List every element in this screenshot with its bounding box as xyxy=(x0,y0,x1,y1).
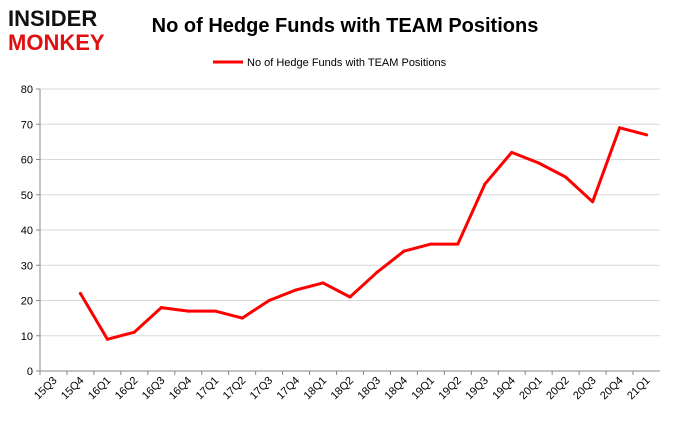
data-point xyxy=(483,182,487,186)
data-point xyxy=(321,281,325,285)
grid xyxy=(40,88,660,372)
series-line xyxy=(78,126,648,341)
data-point xyxy=(618,126,622,130)
x-tick-label: 16Q4 xyxy=(167,375,195,403)
x-tick-label: 19Q1 xyxy=(409,375,437,403)
insider-monkey-logo: INSIDER MONKEY xyxy=(8,6,105,55)
data-point xyxy=(213,309,217,313)
x-tick-label: 20Q1 xyxy=(517,375,545,403)
data-point xyxy=(267,299,271,302)
x-tick-label: 18Q4 xyxy=(383,375,411,403)
y-tick-label: 20 xyxy=(21,296,33,308)
axes xyxy=(36,88,660,375)
data-point xyxy=(375,270,379,274)
data-point xyxy=(537,161,541,165)
y-tick-label: 60 xyxy=(21,155,33,167)
data-point xyxy=(159,306,163,310)
x-tick-label: 17Q1 xyxy=(194,375,222,403)
y-tick-label: 10 xyxy=(21,331,33,343)
x-tick-label: 15Q3 xyxy=(32,375,60,403)
data-point xyxy=(429,242,433,246)
data-point xyxy=(348,295,352,299)
legend: No of Hedge Funds with TEAM Positions xyxy=(213,57,447,69)
x-tick-labels: 15Q3 15Q4 16Q1 16Q2 16Q3 16Q4 17Q1 17Q2 17Q3 17Q4… xyxy=(32,375,653,403)
x-tick-label: 16Q3 xyxy=(140,375,168,403)
logo-line-2: MONKEY xyxy=(8,30,105,55)
data-point xyxy=(402,249,406,253)
x-tick-label: 16Q2 xyxy=(113,375,141,403)
x-tick-label: 20Q3 xyxy=(571,375,599,403)
data-point xyxy=(105,337,109,341)
logo-line-1: INSIDER xyxy=(8,6,97,31)
x-tick-label: 16Q1 xyxy=(86,375,114,403)
data-point xyxy=(240,316,244,320)
chart-title: No of Hedge Funds with TEAM Positions xyxy=(152,15,539,37)
x-tick-label: 18Q1 xyxy=(302,375,330,403)
x-tick-label: 19Q4 xyxy=(490,375,518,403)
x-tick-label: 20Q2 xyxy=(544,375,572,403)
data-point xyxy=(456,242,460,246)
y-tick-label: 40 xyxy=(21,225,33,237)
x-tick-label: 19Q3 xyxy=(463,375,491,403)
x-tick-label: 18Q3 xyxy=(356,375,384,403)
x-tick-label: 17Q3 xyxy=(248,375,276,403)
y-tick-label: 0 xyxy=(27,366,33,378)
data-point xyxy=(510,150,514,154)
x-tick-label: 15Q4 xyxy=(59,375,87,403)
x-tick-label: 20Q4 xyxy=(598,375,626,403)
x-tick-label: 18Q2 xyxy=(329,375,357,403)
y-tick-label: 50 xyxy=(21,190,33,202)
data-point xyxy=(591,200,595,204)
x-tick-label: 17Q4 xyxy=(275,375,303,403)
data-point xyxy=(78,291,82,295)
data-point xyxy=(186,309,190,313)
legend-label: No of Hedge Funds with TEAM Positions xyxy=(247,57,447,69)
series-layer xyxy=(78,126,649,341)
data-point xyxy=(645,133,649,137)
x-tick-label: 17Q2 xyxy=(221,375,249,403)
data-point xyxy=(294,288,298,292)
x-tick-label: 19Q2 xyxy=(436,375,464,403)
y-tick-label: 30 xyxy=(21,260,33,272)
y-tick-label: 80 xyxy=(21,84,33,96)
y-tick-labels: 0 10 20 30 40 50 60 70 80 xyxy=(21,84,33,378)
x-tick-label: 21Q1 xyxy=(625,375,653,403)
data-point xyxy=(564,175,568,179)
y-tick-label: 70 xyxy=(21,119,33,131)
data-point xyxy=(132,330,136,334)
